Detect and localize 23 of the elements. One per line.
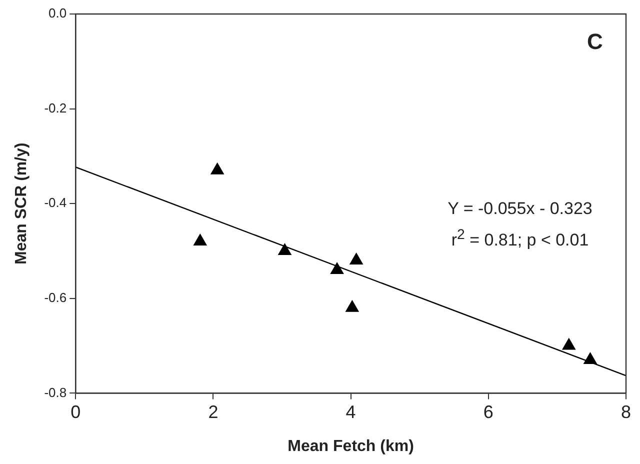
point <box>194 234 207 246</box>
point <box>562 338 576 350</box>
annotation: r$^{2}$ = 0.81; p < 0.01 <box>450 227 590 250</box>
x-tick-label: 0 <box>70 402 81 422</box>
point <box>584 352 597 364</box>
x-tick-label: 8 <box>620 402 632 422</box>
x-axis-title: Mean Fetch (km) <box>288 438 414 455</box>
point <box>346 300 359 312</box>
y-tick-label: -0.8 <box>44 384 67 400</box>
y-tick-label: -0.6 <box>44 290 67 305</box>
annotation: Y = -0.055x - 0.323 <box>446 199 594 219</box>
y-axis-title: Mean SCR (m/y) <box>13 142 30 264</box>
y-tick-label: -0.2 <box>44 100 67 116</box>
y-tick-label: 0.0 <box>48 6 67 21</box>
x-tick-label: 4 <box>346 402 356 422</box>
point <box>350 252 363 264</box>
annotation: C <box>586 29 604 54</box>
y-tick-label: -0.4 <box>44 195 67 210</box>
x-tick-label: 6 <box>483 402 494 422</box>
x-tick-label: 2 <box>208 402 218 422</box>
point <box>210 162 224 174</box>
point <box>278 244 292 255</box>
point <box>330 262 344 274</box>
